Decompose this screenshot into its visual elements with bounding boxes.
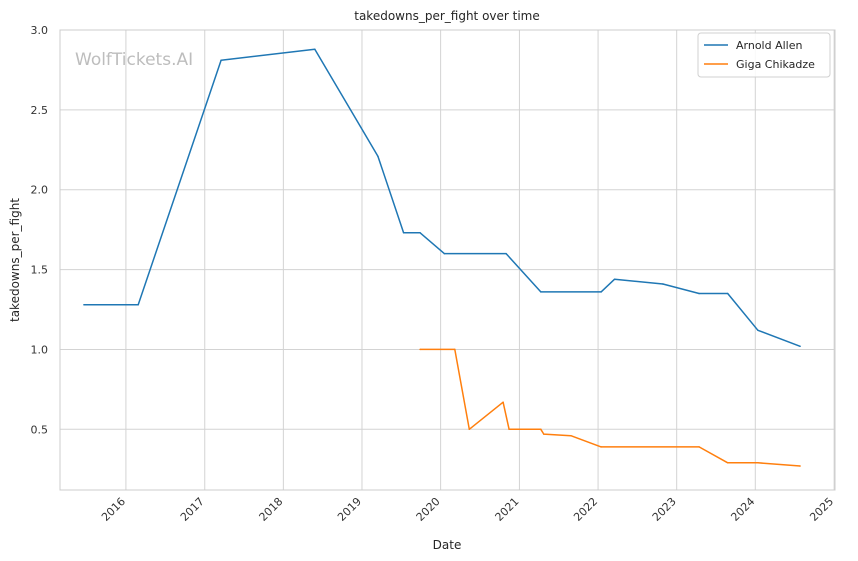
data-point-arnold-allen (137, 303, 139, 306)
data-point-arnold-allen (540, 291, 542, 293)
data-point-giga-chikadze (468, 428, 471, 431)
data-point-giga-chikadze (757, 462, 759, 464)
data-point-arnold-allen (314, 48, 316, 50)
y-tick-label: 2.5 (31, 104, 49, 117)
data-point-arnold-allen (726, 292, 729, 295)
data-point-giga-chikadze (540, 428, 542, 431)
data-point-arnold-allen (698, 292, 700, 295)
legend: Arnold Allen Giga Chikadze (697, 32, 831, 78)
x-axis-title: Date (433, 538, 462, 552)
data-point-arnold-allen (613, 278, 616, 280)
chart-title: takedowns_per_fight over time (354, 9, 540, 23)
data-point-giga-chikadze (508, 428, 510, 431)
data-point-giga-chikadze (543, 433, 545, 435)
y-tick-label: 3.0 (31, 24, 49, 37)
grid (60, 29, 835, 490)
y-tick-labels: 0.5 1.0 1.5 2.0 2.5 3.0 (31, 24, 49, 436)
legend-label-arnold-allen: Arnold Allen (736, 39, 802, 52)
data-point-giga-chikadze (502, 401, 504, 403)
legend-box (697, 32, 831, 78)
y-tick-label: 2.0 (31, 184, 49, 197)
data-point-giga-chikadze (799, 465, 801, 467)
y-tick-label: 1.0 (31, 343, 49, 356)
data-point-arnold-allen (799, 345, 801, 348)
legend-label-giga-chikadze: Giga Chikadze (736, 58, 815, 71)
data-point-arnold-allen (443, 252, 446, 255)
data-point-giga-chikadze (454, 348, 456, 351)
data-point-arnold-allen (377, 155, 379, 157)
data-point-arnold-allen (419, 232, 421, 234)
data-point-arnold-allen (505, 252, 507, 255)
watermark-text: WolfTickets.AI (75, 50, 193, 70)
y-tick-label: 0.5 (31, 423, 49, 436)
plot-frame (59, 29, 836, 491)
data-point-arnold-allen (220, 59, 222, 62)
y-tick-label: 1.5 (31, 264, 49, 277)
data-point-giga-chikadze (419, 348, 421, 351)
data-point-giga-chikadze (726, 462, 729, 464)
data-point-giga-chikadze (698, 446, 700, 448)
y-axis-title: takedowns_per_fight (8, 198, 22, 322)
data-point-arnold-allen (402, 232, 405, 234)
data-point-giga-chikadze (570, 434, 572, 437)
data-point-arnold-allen (757, 329, 759, 332)
data-point-arnold-allen (83, 303, 85, 306)
data-point-arnold-allen (600, 291, 602, 293)
series-lines (83, 48, 801, 467)
data-point-giga-chikadze (600, 446, 602, 448)
data-point-arnold-allen (662, 283, 664, 285)
